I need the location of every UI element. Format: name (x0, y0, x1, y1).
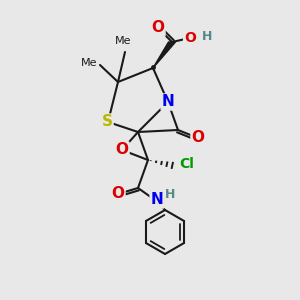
Text: O: O (112, 187, 124, 202)
Text: S: S (101, 115, 112, 130)
Text: Me: Me (115, 36, 131, 46)
Text: O: O (184, 31, 196, 45)
Text: N: N (162, 94, 174, 110)
Text: N: N (151, 193, 164, 208)
Text: H: H (165, 188, 175, 202)
Text: O: O (152, 20, 164, 35)
Polygon shape (153, 42, 176, 68)
Text: Cl: Cl (180, 157, 194, 171)
Text: H: H (202, 29, 212, 43)
Text: O: O (116, 142, 128, 158)
Text: O: O (191, 130, 205, 146)
Text: Me: Me (80, 58, 97, 68)
